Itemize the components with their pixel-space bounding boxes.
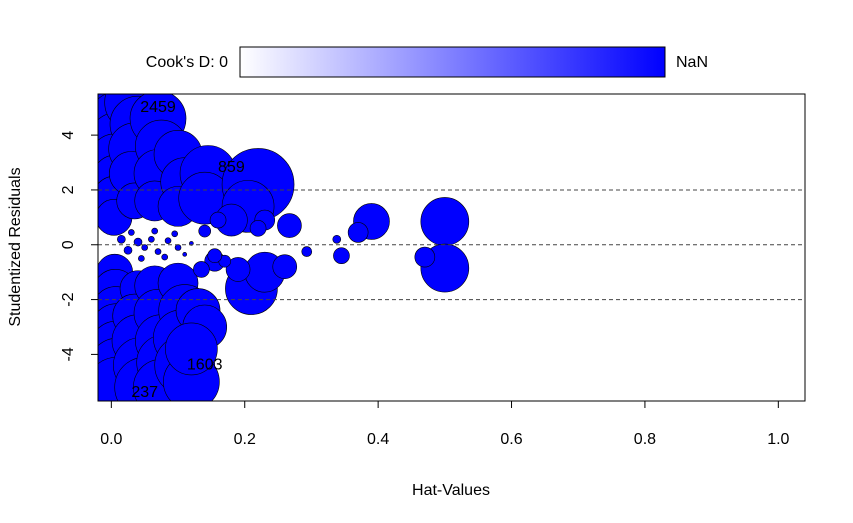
y-tick-label: 2 (60, 185, 77, 194)
y-axis: -4 -2 0 2 4 (60, 131, 99, 362)
data-points (98, 94, 470, 401)
x-tick-label: 0.4 (367, 431, 389, 448)
x-axis-label: Hat-Values (412, 482, 490, 499)
y-tick-label: -2 (60, 292, 77, 306)
data-point (138, 255, 145, 262)
point-labels: 2459 859 1603 237 (131, 99, 245, 401)
data-point (225, 257, 251, 282)
data-point (347, 222, 369, 243)
legend-label: Cook's D: 0 (146, 54, 228, 71)
data-point (209, 211, 227, 229)
x-axis: 0.0 0.2 0.4 0.6 0.8 1.0 (100, 400, 790, 448)
x-tick-label: 1.0 (767, 431, 789, 448)
x-tick-label: 0.0 (100, 431, 122, 448)
cooks-d-legend: Cook's D: 0 NaN (146, 46, 708, 78)
point-label: 2459 (140, 99, 176, 116)
data-point (207, 248, 223, 264)
y-tick-label: -4 (60, 347, 77, 361)
data-point (198, 224, 212, 238)
data-point (161, 253, 168, 261)
data-point (171, 230, 179, 238)
data-point (164, 237, 172, 244)
legend-max-label: NaN (676, 54, 708, 71)
data-point (333, 247, 350, 265)
data-point (182, 252, 188, 257)
data-point (272, 254, 298, 279)
data-point (420, 197, 470, 246)
x-tick-label: 0.2 (234, 431, 256, 448)
plot-area: 2459 859 1603 237 (97, 93, 806, 402)
data-point (332, 234, 342, 244)
data-point (174, 244, 182, 251)
data-point (249, 220, 267, 237)
y-axis-label: Studentized Residuals (7, 167, 24, 326)
data-point (277, 213, 302, 238)
data-point (133, 237, 143, 247)
data-point (117, 234, 126, 244)
data-point (151, 227, 158, 235)
data-point (148, 235, 155, 243)
point-label: 237 (131, 384, 158, 401)
data-point (128, 229, 135, 236)
data-point (123, 245, 133, 255)
data-point (414, 246, 436, 268)
data-point (165, 322, 218, 376)
data-point (193, 261, 210, 278)
data-point (141, 244, 148, 251)
reference-lines (98, 189, 805, 301)
data-point (301, 246, 313, 257)
y-tick-label: 4 (60, 131, 77, 140)
x-tick-label: 0.6 (500, 431, 522, 448)
point-label: 1603 (187, 357, 223, 374)
legend-gradient-bar (239, 46, 666, 78)
y-tick-label: 0 (60, 240, 77, 249)
x-tick-label: 0.8 (634, 431, 656, 448)
point-label: 859 (218, 159, 245, 176)
data-point (154, 248, 162, 255)
